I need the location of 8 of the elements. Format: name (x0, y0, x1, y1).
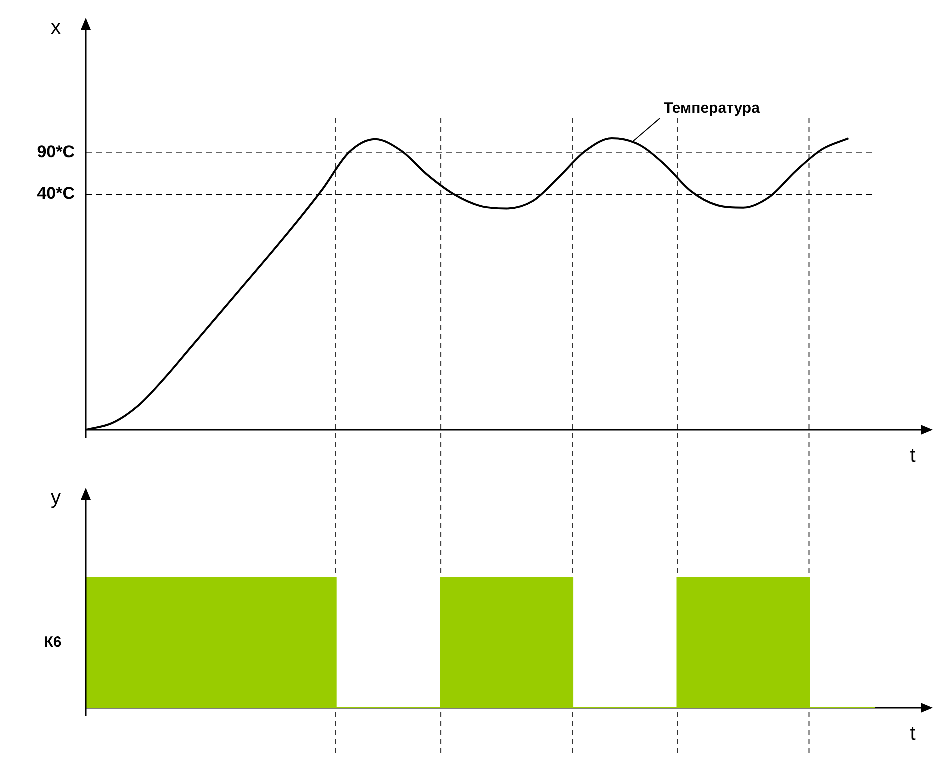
text: Температура (664, 100, 761, 118)
y-tick-label: 90*C (37, 142, 75, 162)
y-tick-label: 40*C (37, 184, 75, 204)
x-axis-title: t (910, 723, 916, 745)
y-axis-title: x (51, 17, 61, 39)
text: К6 (44, 634, 62, 652)
x-axis-title: t (910, 445, 916, 467)
y-axis-title: y (51, 487, 61, 509)
